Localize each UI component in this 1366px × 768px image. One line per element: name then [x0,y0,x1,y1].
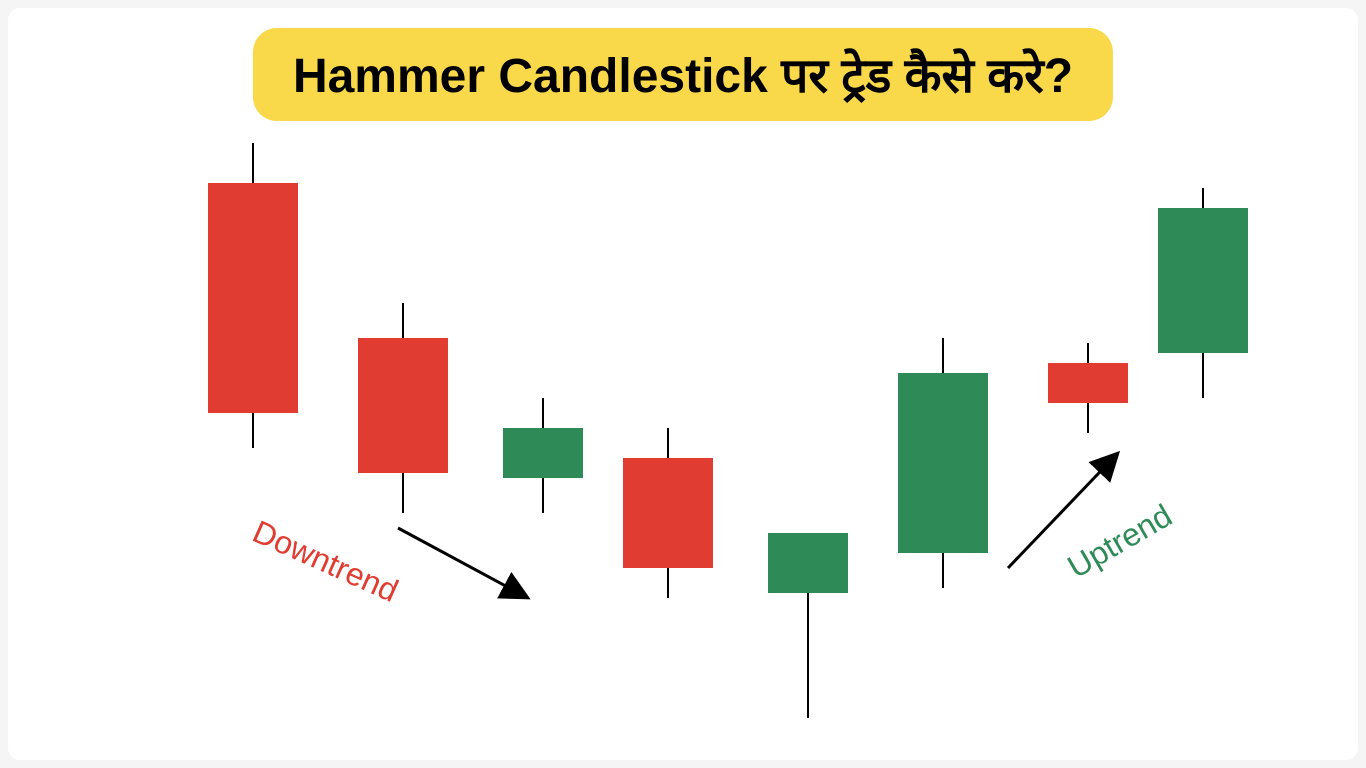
candle-body [208,183,298,413]
candle-8 [1158,138,1248,718]
candle-4 [623,138,713,718]
candle-body [623,458,713,568]
chart-title: Hammer Candlestick पर ट्रेड कैसे करे? [253,28,1113,121]
chart-container: Hammer Candlestick पर ट्रेड कैसे करे? [8,8,1358,760]
candle-2 [358,138,448,718]
candle-body [1158,208,1248,353]
candle-6 [898,138,988,718]
candle-body [768,533,848,593]
candle-1 [208,138,298,718]
candle-3 [503,138,583,718]
candle-5-hammer [768,138,848,718]
candle-body [358,338,448,473]
candlestick-chart: Downtrend Uptrend [148,138,1228,718]
candle-body [898,373,988,553]
candle-7 [1048,138,1128,718]
candle-body [1048,363,1128,403]
candle-body [503,428,583,478]
